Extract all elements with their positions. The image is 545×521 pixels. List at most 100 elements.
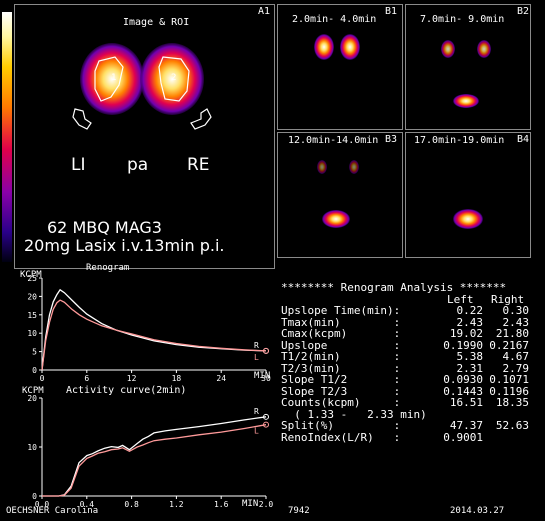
panel-b4-image — [453, 209, 483, 229]
analysis-row: RenoIndex(L/R) : 0.9001 — [281, 430, 531, 444]
analysis-header-text: ******** Renogram Analysis ******* — [281, 281, 507, 294]
analysis-row-left-value: 0.0930 — [443, 373, 483, 386]
y-tick-label: 0 — [32, 492, 37, 501]
analysis-row: Upslope Time(min): 0.22 0.30 — [281, 305, 531, 317]
analysis-header: ******** Renogram Analysis ******* — [281, 282, 531, 294]
analysis-row-label: Tmax(min) : — [281, 315, 401, 329]
analysis-row: Cmax(kcpm) : 19.02 21.80 — [281, 328, 531, 340]
y-tick-label: 25 — [27, 274, 37, 283]
analysis-column-headers: Left Right — [281, 292, 531, 306]
y-tick-label: 20 — [27, 292, 37, 301]
activity-plot: 20 10 00.0 0.4 0.8 1.2 1.6 2.0 R L — [27, 394, 274, 509]
roi-right-number: 2 — [171, 73, 177, 83]
x-tick-label: 18 — [172, 374, 182, 383]
series-end-label-r: R — [254, 407, 259, 416]
panel-b1-frame[interactable]: 2.0min- 4.0min B1 — [277, 4, 403, 130]
panel-b2-frame[interactable]: 7.0min- 9.0min B2 — [405, 4, 531, 130]
panel-b3-frame[interactable]: 12.0min-14.0min B3 — [277, 132, 403, 258]
analysis-row-left-value: 0.9001 — [443, 430, 483, 444]
panel-b4-title: 17.0min-19.0min — [414, 135, 505, 146]
series-line-l — [42, 424, 267, 497]
panel-b4-frame[interactable]: 17.0min-19.0min B4 — [405, 132, 531, 258]
x-tick-label: 2.0 — [259, 500, 274, 509]
analysis-row-right-value: 21.80 — [495, 327, 529, 340]
panel-b2-image — [441, 40, 491, 108]
roi-left-number: 1 — [111, 73, 117, 83]
analysis-row-right-value: 4.67 — [502, 350, 530, 363]
panel-b2-title: 7.0min- 9.0min — [420, 14, 505, 25]
analysis-row-label: Cmax(kcpm) : — [281, 327, 401, 340]
analysis-row-label: Split(%) : — [281, 419, 401, 432]
panel-b3-title: 12.0min-14.0min — [288, 135, 379, 146]
panel-b1-title: 2.0min- 4.0min — [292, 14, 377, 25]
analysis-row-left-value: 0.1990 — [443, 338, 483, 352]
panel-b1-tag: B1 — [385, 6, 398, 17]
panel-b3-tag: B3 — [385, 134, 398, 145]
series-marker-r — [263, 413, 269, 420]
label-left-kidney: LI — [71, 155, 86, 175]
analysis-row-right-value: 2.43 — [502, 315, 530, 329]
panel-b4-tag: B4 — [517, 134, 530, 145]
kidney-image-roi — [72, 43, 212, 130]
analysis-row-left-value: 47.37 — [449, 419, 483, 432]
analysis-row-right-value: 0.30 — [502, 304, 530, 317]
color-scale-bar — [2, 12, 12, 262]
y-tick-label: 0 — [32, 366, 37, 375]
x-tick-label: 0.8 — [124, 500, 139, 509]
analysis-row-label: RenoIndex(L/R) : — [281, 430, 401, 444]
x-tick-label: 0.4 — [80, 500, 95, 509]
analysis-table: ******** Renogram Analysis ******* Left … — [281, 282, 531, 443]
series-end-label-l: L — [254, 427, 259, 436]
panel-a1-image-roi[interactable]: Image & ROI A1 1 2 LI pa R — [14, 4, 275, 269]
analysis-row-left-value: 19.02 — [449, 327, 483, 340]
x-tick-label: 12 — [127, 374, 137, 383]
renogram-ylabel: KCPM — [20, 270, 42, 280]
analysis-row-right-value: 52.63 — [495, 419, 529, 432]
analysis-row-left-value: 0.22 — [456, 304, 484, 317]
x-tick-label: 24 — [216, 374, 226, 383]
analysis-row-left-value: 5.38 — [456, 350, 484, 363]
renogram-chart: Renogram KCPM MIN 25 20 15 10 5 0 0 6 12 18 24 30 R L — [14, 260, 275, 383]
analysis-row: Slope T1/2 : 0.0930 0.1071 — [281, 374, 531, 386]
analysis-row: Tmax(min) : 2.43 2.43 — [281, 315, 531, 329]
panel-b3-image — [317, 160, 359, 228]
analysis-row-label: Upslope Time(min): — [281, 304, 401, 317]
analysis-row: T2/3(min) : 2.31 2.79 — [281, 361, 531, 375]
study-date: 2014.03.27 — [450, 506, 505, 516]
analysis-row-label: ( 1.33 - 2.33 min) — [281, 407, 427, 421]
patient-id: 7942 — [288, 506, 310, 516]
series-line-r — [42, 416, 267, 497]
renogram-plot: 25 20 15 10 5 00 6 12 18 24 30 RL — [27, 274, 271, 383]
analysis-row-left-value: 16.51 — [449, 396, 483, 409]
panel-a1-tag: A1 — [258, 6, 271, 17]
label-projection: pa — [127, 155, 149, 175]
analysis-row: Slope T2/3 : 0.1443 0.1196 — [281, 384, 531, 398]
x-tick-label: 30 — [261, 374, 271, 383]
series-end-label-r: R — [254, 341, 259, 350]
analysis-row-left-value: 2.43 — [456, 315, 484, 329]
renogram-xlabel: MIN — [254, 371, 271, 381]
analysis-row-label: Counts(kcpm) : — [281, 396, 401, 409]
activity-ylabel: KCPM — [22, 386, 44, 396]
study-medication: 20mg Lasix i.v.13min p.i. — [24, 236, 225, 255]
x-tick-label: 0 — [40, 374, 45, 383]
analysis-row-right-value: 18.35 — [495, 396, 529, 409]
renogram-analysis-panel: ******** Renogram Analysis ******* Left … — [277, 262, 531, 508]
col-left-header: Left — [447, 292, 474, 306]
series-line-l — [41, 299, 267, 371]
analysis-row: Split(%) : 47.37 52.63 — [281, 420, 531, 432]
analysis-row: Upslope : 0.1990 0.2167 — [281, 338, 531, 352]
x-tick-label: 6 — [84, 374, 89, 383]
analysis-row: Counts(kcpm) : 16.51 18.35 — [281, 397, 531, 409]
renogram-title: Renogram — [86, 263, 130, 273]
analysis-row-right-value: 0.1196 — [489, 384, 529, 398]
analysis-row-label: Upslope : — [281, 338, 401, 352]
analysis-row-label: Slope T1/2 : — [281, 373, 401, 386]
analysis-row-label: T2/3(min) : — [281, 361, 401, 375]
y-tick-label: 5 — [32, 348, 37, 357]
series-marker-l — [263, 421, 269, 428]
y-tick-label: 10 — [27, 443, 37, 452]
y-tick-label: 20 — [27, 394, 37, 403]
analysis-row-label: T1/2(min) : — [281, 350, 401, 363]
